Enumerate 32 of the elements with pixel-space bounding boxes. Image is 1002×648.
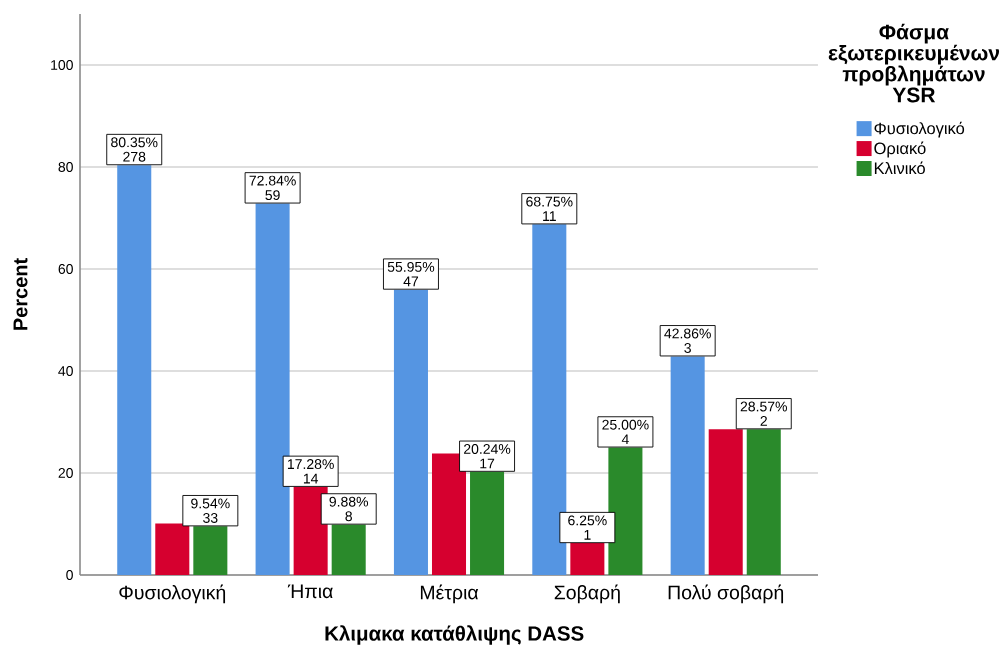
legend-label: Κλινικό: [874, 161, 925, 175]
data-label: 9.88% 8: [329, 496, 369, 522]
data-label: 80.35% 278: [111, 137, 158, 162]
bar: [155, 523, 190, 575]
x-tick-label: Ήπια: [287, 584, 333, 599]
data-label: 28.57% 2: [740, 401, 787, 426]
bar: [708, 429, 743, 575]
x-tick-label: Φυσιολογική: [119, 584, 226, 604]
y-tick-label: 100: [51, 60, 73, 70]
data-label: 9.54% 33: [191, 498, 230, 523]
legend-label: Οριακό: [874, 141, 926, 158]
y-tick-label: 20: [58, 468, 73, 478]
bar: [431, 453, 467, 575]
y-tick-label: 60: [58, 264, 73, 274]
x-tick-label: Μέτρια: [420, 584, 479, 604]
data-label: 42.86% 3: [664, 328, 711, 353]
x-tick-label: Πολύ σοβαρή: [668, 584, 784, 604]
y-tick-label: 80: [58, 162, 73, 172]
data-label: 72.84% 59: [249, 175, 296, 201]
x-tick-label: Σοβαρή: [554, 584, 620, 604]
legend-label: Φυσιολογικό: [874, 121, 965, 138]
data-label: 68.75% 11: [526, 196, 573, 221]
x-axis-title: Κλιμακα κατάθλιψης DASS: [325, 625, 584, 645]
y-tick-label: 0: [66, 570, 73, 580]
y-tick-label: 40: [58, 366, 73, 376]
data-label: 20.24% 17: [464, 444, 511, 469]
data-label: 6.25% 1: [568, 515, 607, 540]
data-label: 25.00% 4: [602, 419, 649, 445]
data-label: 55.95% 47: [387, 261, 435, 287]
legend-title: Φάσμα εξωτερικευμένων προβλημάτων YSR: [828, 23, 1000, 103]
data-label: 17.28% 14: [287, 459, 334, 484]
y-axis-title: Percent: [13, 258, 28, 330]
